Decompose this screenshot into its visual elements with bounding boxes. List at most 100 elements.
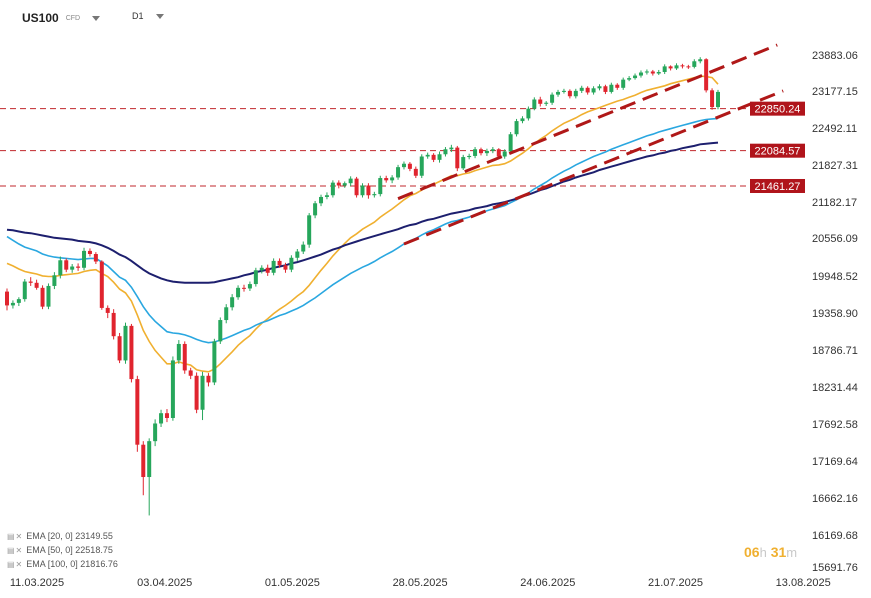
candle[interactable] xyxy=(366,183,371,199)
candle[interactable] xyxy=(419,154,424,179)
candle[interactable] xyxy=(360,183,365,198)
candle[interactable] xyxy=(396,164,401,180)
candle[interactable] xyxy=(550,92,555,105)
candle[interactable] xyxy=(680,63,685,69)
candle[interactable] xyxy=(194,372,199,414)
candle[interactable] xyxy=(431,153,436,163)
candle[interactable] xyxy=(526,106,531,121)
candle[interactable] xyxy=(467,153,472,160)
candle[interactable] xyxy=(372,191,377,198)
candle[interactable] xyxy=(129,323,134,383)
candle[interactable] xyxy=(259,265,264,274)
candle[interactable] xyxy=(425,152,430,159)
candle[interactable] xyxy=(609,82,614,94)
candle[interactable] xyxy=(283,262,288,273)
candle[interactable] xyxy=(111,309,116,340)
candle[interactable] xyxy=(330,180,335,198)
candle[interactable] xyxy=(34,279,39,290)
candle[interactable] xyxy=(206,373,211,387)
candle[interactable] xyxy=(384,175,389,183)
candle[interactable] xyxy=(58,256,63,279)
candle[interactable] xyxy=(674,63,679,70)
candle[interactable] xyxy=(117,332,122,364)
candle[interactable] xyxy=(271,258,276,276)
candle[interactable] xyxy=(70,264,75,273)
candle[interactable] xyxy=(170,356,175,421)
channel-line[interactable] xyxy=(397,43,778,201)
candle[interactable] xyxy=(407,162,412,172)
candle[interactable] xyxy=(401,161,406,170)
candle[interactable] xyxy=(188,367,193,380)
candle[interactable] xyxy=(704,58,709,93)
timeframe-selector[interactable]: D1 xyxy=(132,11,164,21)
candle[interactable] xyxy=(621,77,626,90)
candle[interactable] xyxy=(615,83,620,90)
candle[interactable] xyxy=(449,144,454,153)
settings-close-icon[interactable]: ▤✕ xyxy=(7,559,24,569)
candle[interactable] xyxy=(277,258,282,268)
candle[interactable] xyxy=(307,213,312,248)
candle[interactable] xyxy=(10,300,15,309)
candle[interactable] xyxy=(336,180,341,189)
candle[interactable] xyxy=(561,88,566,94)
candle[interactable] xyxy=(5,288,9,311)
candle[interactable] xyxy=(153,419,158,447)
candle[interactable] xyxy=(567,89,572,99)
candle[interactable] xyxy=(123,322,128,364)
candle[interactable] xyxy=(295,249,300,261)
candle[interactable] xyxy=(28,277,33,286)
candle[interactable] xyxy=(22,279,27,302)
candle[interactable] xyxy=(64,258,69,273)
candle[interactable] xyxy=(176,340,181,364)
candle[interactable] xyxy=(212,338,217,386)
candle[interactable] xyxy=(253,267,258,287)
candle[interactable] xyxy=(579,85,584,94)
candle[interactable] xyxy=(16,297,21,307)
candle[interactable] xyxy=(520,116,525,124)
candle[interactable] xyxy=(354,176,359,198)
candle[interactable] xyxy=(164,409,169,423)
candle[interactable] xyxy=(638,70,643,78)
candle[interactable] xyxy=(633,73,638,80)
candle[interactable] xyxy=(289,255,294,273)
candle[interactable] xyxy=(603,84,608,95)
candle[interactable] xyxy=(692,59,697,69)
candle[interactable] xyxy=(508,132,513,154)
candle[interactable] xyxy=(52,272,57,290)
candle[interactable] xyxy=(147,438,152,516)
candle[interactable] xyxy=(484,148,489,156)
candle[interactable] xyxy=(93,252,98,265)
candle[interactable] xyxy=(247,281,252,291)
candle[interactable] xyxy=(413,166,418,179)
candle[interactable] xyxy=(230,294,235,311)
candle[interactable] xyxy=(324,192,329,200)
candle[interactable] xyxy=(76,263,81,271)
candle[interactable] xyxy=(662,64,667,75)
candle[interactable] xyxy=(378,175,383,197)
candle[interactable] xyxy=(242,284,246,292)
candle[interactable] xyxy=(82,247,87,271)
candle[interactable] xyxy=(538,96,543,107)
candle[interactable] xyxy=(668,65,673,71)
candle[interactable] xyxy=(650,69,655,76)
candle[interactable] xyxy=(716,89,720,110)
candle[interactable] xyxy=(544,101,549,106)
candle[interactable] xyxy=(597,84,602,91)
candle[interactable] xyxy=(105,305,110,319)
candle[interactable] xyxy=(99,260,104,310)
candle[interactable] xyxy=(585,86,590,95)
candle[interactable] xyxy=(224,304,229,324)
candle[interactable] xyxy=(644,69,649,75)
candle[interactable] xyxy=(135,375,140,452)
candle[interactable] xyxy=(218,317,223,344)
candle[interactable] xyxy=(461,154,466,171)
candle[interactable] xyxy=(342,181,347,188)
candle[interactable] xyxy=(473,147,478,159)
candle[interactable] xyxy=(502,149,507,159)
candle[interactable] xyxy=(313,200,318,219)
candle[interactable] xyxy=(319,194,324,207)
candle[interactable] xyxy=(656,69,661,76)
settings-close-icon[interactable]: ▤✕ xyxy=(7,545,24,555)
candle[interactable] xyxy=(686,64,691,69)
